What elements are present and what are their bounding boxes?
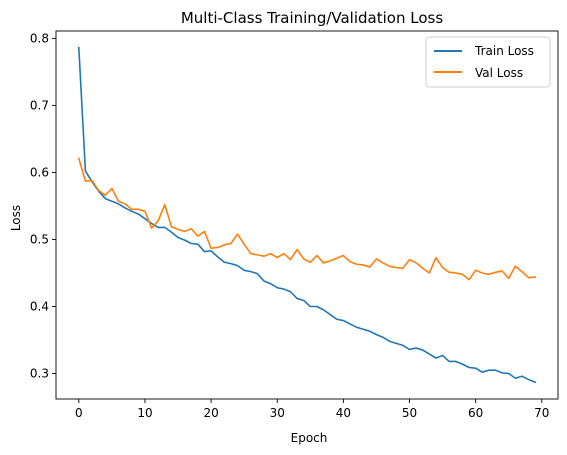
series-line-val-loss	[77, 157, 537, 281]
y-tick-label: 0.3	[30, 367, 49, 381]
x-tick-label: 10	[137, 406, 152, 420]
series-layer	[77, 46, 537, 384]
y-tick-label: 0.7	[30, 98, 49, 112]
y-tick-label: 0.4	[30, 299, 49, 313]
plot-area	[55, 30, 559, 400]
ticks-layer: 0 10 20 30 40 50 60 70 0.3 0.4 0.5 0.6 0.7 0.8	[30, 31, 550, 420]
legend: Train Loss Val Loss	[425, 36, 551, 88]
legend-label-train-loss: Train Loss	[474, 44, 534, 58]
x-axis-label: Epoch	[291, 431, 328, 445]
y-tick-label: 0.6	[30, 165, 49, 179]
plot-frame	[55, 30, 559, 400]
y-tick-label: 0.8	[30, 31, 49, 45]
x-tick-label: 50	[402, 406, 417, 420]
x-tick-label: 60	[468, 406, 483, 420]
x-tick-label: 0	[75, 406, 83, 420]
legend-label-val-loss: Val Loss	[475, 66, 523, 80]
x-tick-label: 40	[336, 406, 351, 420]
legend-box	[425, 36, 551, 88]
y-axis-label: Loss	[9, 205, 23, 231]
chart-title: Multi-Class Training/Validation Loss	[181, 9, 443, 27]
x-tick-label: 70	[534, 406, 549, 420]
x-tick-label: 30	[270, 406, 285, 420]
x-tick-label: 20	[203, 406, 218, 420]
y-tick-label: 0.5	[30, 232, 49, 246]
